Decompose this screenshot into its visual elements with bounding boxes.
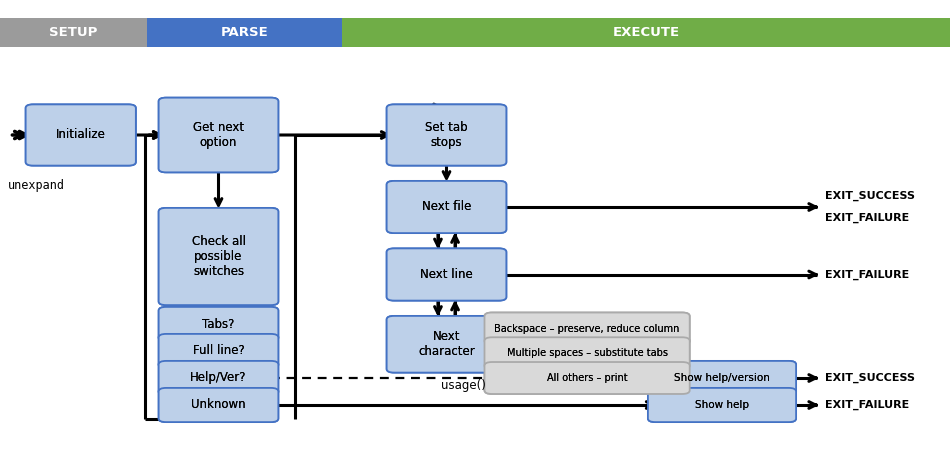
Text: Multiple spaces – substitute tabs: Multiple spaces – substitute tabs — [506, 348, 668, 358]
FancyBboxPatch shape — [159, 98, 278, 172]
FancyBboxPatch shape — [387, 104, 506, 166]
Text: Check all
possible
switches: Check all possible switches — [192, 235, 245, 278]
FancyBboxPatch shape — [387, 248, 506, 301]
Text: Initialize: Initialize — [56, 129, 105, 141]
Text: Next file: Next file — [422, 201, 471, 213]
Text: EXIT_SUCCESS: EXIT_SUCCESS — [825, 191, 915, 201]
Bar — [147, 18, 342, 47]
FancyBboxPatch shape — [159, 307, 278, 341]
FancyBboxPatch shape — [387, 181, 506, 233]
FancyBboxPatch shape — [26, 104, 136, 166]
Text: EXIT_SUCCESS: EXIT_SUCCESS — [825, 373, 915, 383]
Text: EXECUTE: EXECUTE — [613, 26, 679, 39]
FancyBboxPatch shape — [159, 388, 278, 422]
Text: Tabs?: Tabs? — [202, 318, 235, 330]
Text: Get next
option: Get next option — [193, 121, 244, 149]
Text: Unknown: Unknown — [191, 399, 246, 411]
Bar — [342, 18, 950, 47]
Text: Next file: Next file — [422, 201, 471, 213]
FancyBboxPatch shape — [484, 338, 690, 369]
Text: Next line: Next line — [420, 268, 473, 281]
FancyBboxPatch shape — [159, 307, 278, 341]
Bar — [0, 18, 147, 47]
FancyBboxPatch shape — [159, 334, 278, 368]
Text: Full line?: Full line? — [193, 345, 244, 357]
Text: Set tab
stops: Set tab stops — [426, 121, 467, 149]
FancyBboxPatch shape — [484, 312, 690, 345]
Text: Show help: Show help — [695, 400, 749, 410]
Text: Backspace – preserve, reduce column: Backspace – preserve, reduce column — [494, 324, 680, 333]
Text: unexpand: unexpand — [8, 179, 65, 192]
FancyBboxPatch shape — [484, 338, 690, 369]
FancyBboxPatch shape — [648, 361, 796, 395]
Text: Next
character: Next character — [418, 330, 475, 358]
Text: EXIT_FAILURE: EXIT_FAILURE — [825, 270, 909, 279]
Text: PARSE: PARSE — [220, 26, 269, 39]
FancyBboxPatch shape — [159, 361, 278, 395]
FancyBboxPatch shape — [387, 316, 506, 373]
Text: EXIT_FAILURE: EXIT_FAILURE — [825, 400, 909, 410]
FancyBboxPatch shape — [159, 361, 278, 395]
Text: Show help: Show help — [695, 400, 749, 410]
Text: Check all
possible
switches: Check all possible switches — [192, 235, 245, 278]
FancyBboxPatch shape — [159, 208, 278, 305]
Text: Full line?: Full line? — [193, 345, 244, 357]
Text: usage(): usage() — [441, 379, 485, 392]
Text: Get next
option: Get next option — [193, 121, 244, 149]
FancyBboxPatch shape — [648, 361, 796, 395]
FancyBboxPatch shape — [387, 104, 506, 166]
FancyBboxPatch shape — [387, 248, 506, 301]
Text: Unknown: Unknown — [191, 399, 246, 411]
Text: Next
character: Next character — [418, 330, 475, 358]
Text: Next line: Next line — [420, 268, 473, 281]
Text: Multiple spaces – substitute tabs: Multiple spaces – substitute tabs — [506, 348, 668, 358]
Text: Show help/version: Show help/version — [674, 373, 770, 383]
FancyBboxPatch shape — [159, 334, 278, 368]
FancyBboxPatch shape — [648, 388, 796, 422]
FancyBboxPatch shape — [648, 388, 796, 422]
FancyBboxPatch shape — [26, 104, 136, 166]
FancyBboxPatch shape — [387, 181, 506, 233]
FancyBboxPatch shape — [159, 388, 278, 422]
Text: Show help/version: Show help/version — [674, 373, 770, 383]
Text: All others – print: All others – print — [547, 373, 627, 383]
Text: EXIT_FAILURE: EXIT_FAILURE — [825, 213, 909, 223]
FancyBboxPatch shape — [484, 362, 690, 394]
Text: SETUP: SETUP — [49, 26, 98, 39]
Text: Tabs?: Tabs? — [202, 318, 235, 330]
Text: Help/Ver?: Help/Ver? — [190, 372, 247, 384]
Text: All others – print: All others – print — [547, 373, 627, 383]
FancyBboxPatch shape — [159, 98, 278, 172]
FancyBboxPatch shape — [484, 312, 690, 345]
FancyBboxPatch shape — [484, 362, 690, 394]
Text: Set tab
stops: Set tab stops — [426, 121, 467, 149]
FancyBboxPatch shape — [387, 316, 506, 373]
Text: Backspace – preserve, reduce column: Backspace – preserve, reduce column — [494, 324, 680, 333]
Text: Help/Ver?: Help/Ver? — [190, 372, 247, 384]
Text: Initialize: Initialize — [56, 129, 105, 141]
FancyBboxPatch shape — [159, 208, 278, 305]
